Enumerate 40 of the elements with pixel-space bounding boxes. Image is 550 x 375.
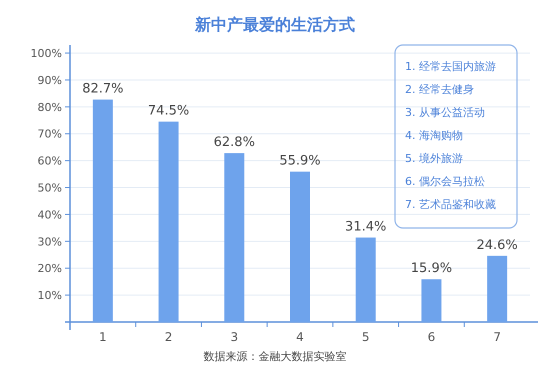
x-tick-label: 5 [362,330,370,344]
bar [421,279,442,322]
data-label: 31.4% [345,220,386,235]
data-label: 24.6% [476,238,518,253]
annotation: 7. 艺术品鉴和收藏 [405,198,496,211]
data-label: 74.5% [148,104,190,119]
y-tick-label: 80% [38,100,62,114]
bar [487,256,508,322]
bar [356,238,376,322]
y-tick-label: 70% [38,128,62,141]
y-tick-label: 40% [38,208,62,222]
y-tick-label: 90% [38,74,62,87]
data-label: 15.9% [410,261,452,276]
bar [290,172,310,322]
y-tick-label: 30% [38,235,62,248]
x-tick-label: 7 [493,330,501,344]
data-label: 55.9% [279,154,321,169]
chart-title: 新中产最爱的生活方式 [194,15,355,34]
y-tick-label: 60% [38,154,62,168]
y-tick-label: 20% [38,262,62,276]
data-label: 82.7% [82,82,124,97]
annotation: 1. 经常去国内旅游 [405,60,496,73]
x-tick-label: 1 [99,330,107,344]
x-tick-label: 2 [164,330,172,344]
annotation: 2. 经常去健身 [405,83,474,96]
y-tick-label: 50% [38,182,62,195]
bar [224,153,244,322]
y-tick-label: 100% [30,47,62,60]
bar [158,122,179,322]
annotation: 5. 境外旅游 [405,152,463,165]
y-tick-label: 10% [38,289,62,302]
x-tick-label: 3 [230,330,238,344]
x-tick-label: 6 [428,330,436,344]
x-tick-label: 4 [296,330,304,344]
bar [92,100,113,322]
annotation: 4. 海淘购物 [405,129,463,142]
source-note: 数据来源：金融大数据实验室 [204,350,346,363]
annotation: 3. 从事公益活动 [405,106,485,119]
data-label: 62.8% [214,135,255,150]
annotation: 6. 偶尔会马拉松 [405,175,485,188]
